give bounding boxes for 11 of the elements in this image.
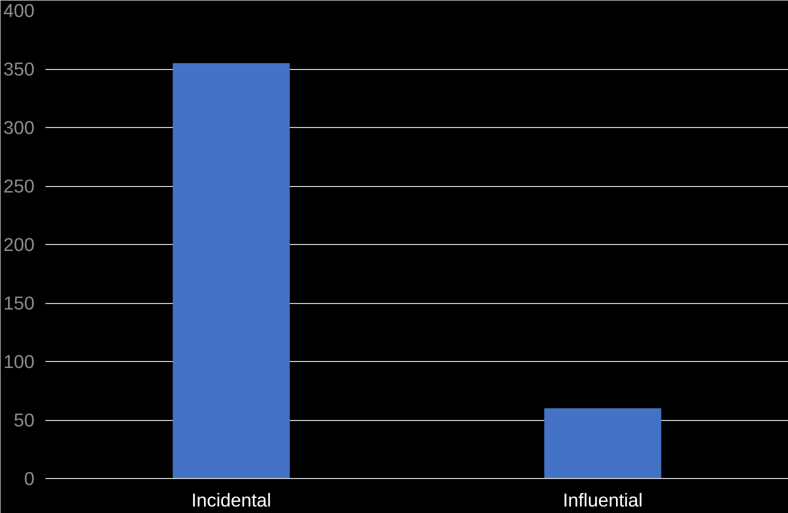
y-tick-label: 350 bbox=[3, 58, 35, 80]
y-tick-label: 250 bbox=[3, 176, 35, 196]
y-tick-label: 200 bbox=[3, 234, 35, 255]
x-tick-label: Incidental bbox=[191, 490, 272, 510]
y-tick-label: 100 bbox=[3, 351, 35, 372]
y-tick-label: 0 bbox=[24, 468, 35, 489]
y-tick-label: 300 bbox=[3, 117, 35, 138]
y-tick-label: 50 bbox=[14, 410, 35, 430]
x-tick-label: Influential bbox=[562, 490, 643, 510]
y-tick-label: 400 bbox=[3, 0, 35, 21]
y-tick-label: 150 bbox=[3, 292, 35, 314]
